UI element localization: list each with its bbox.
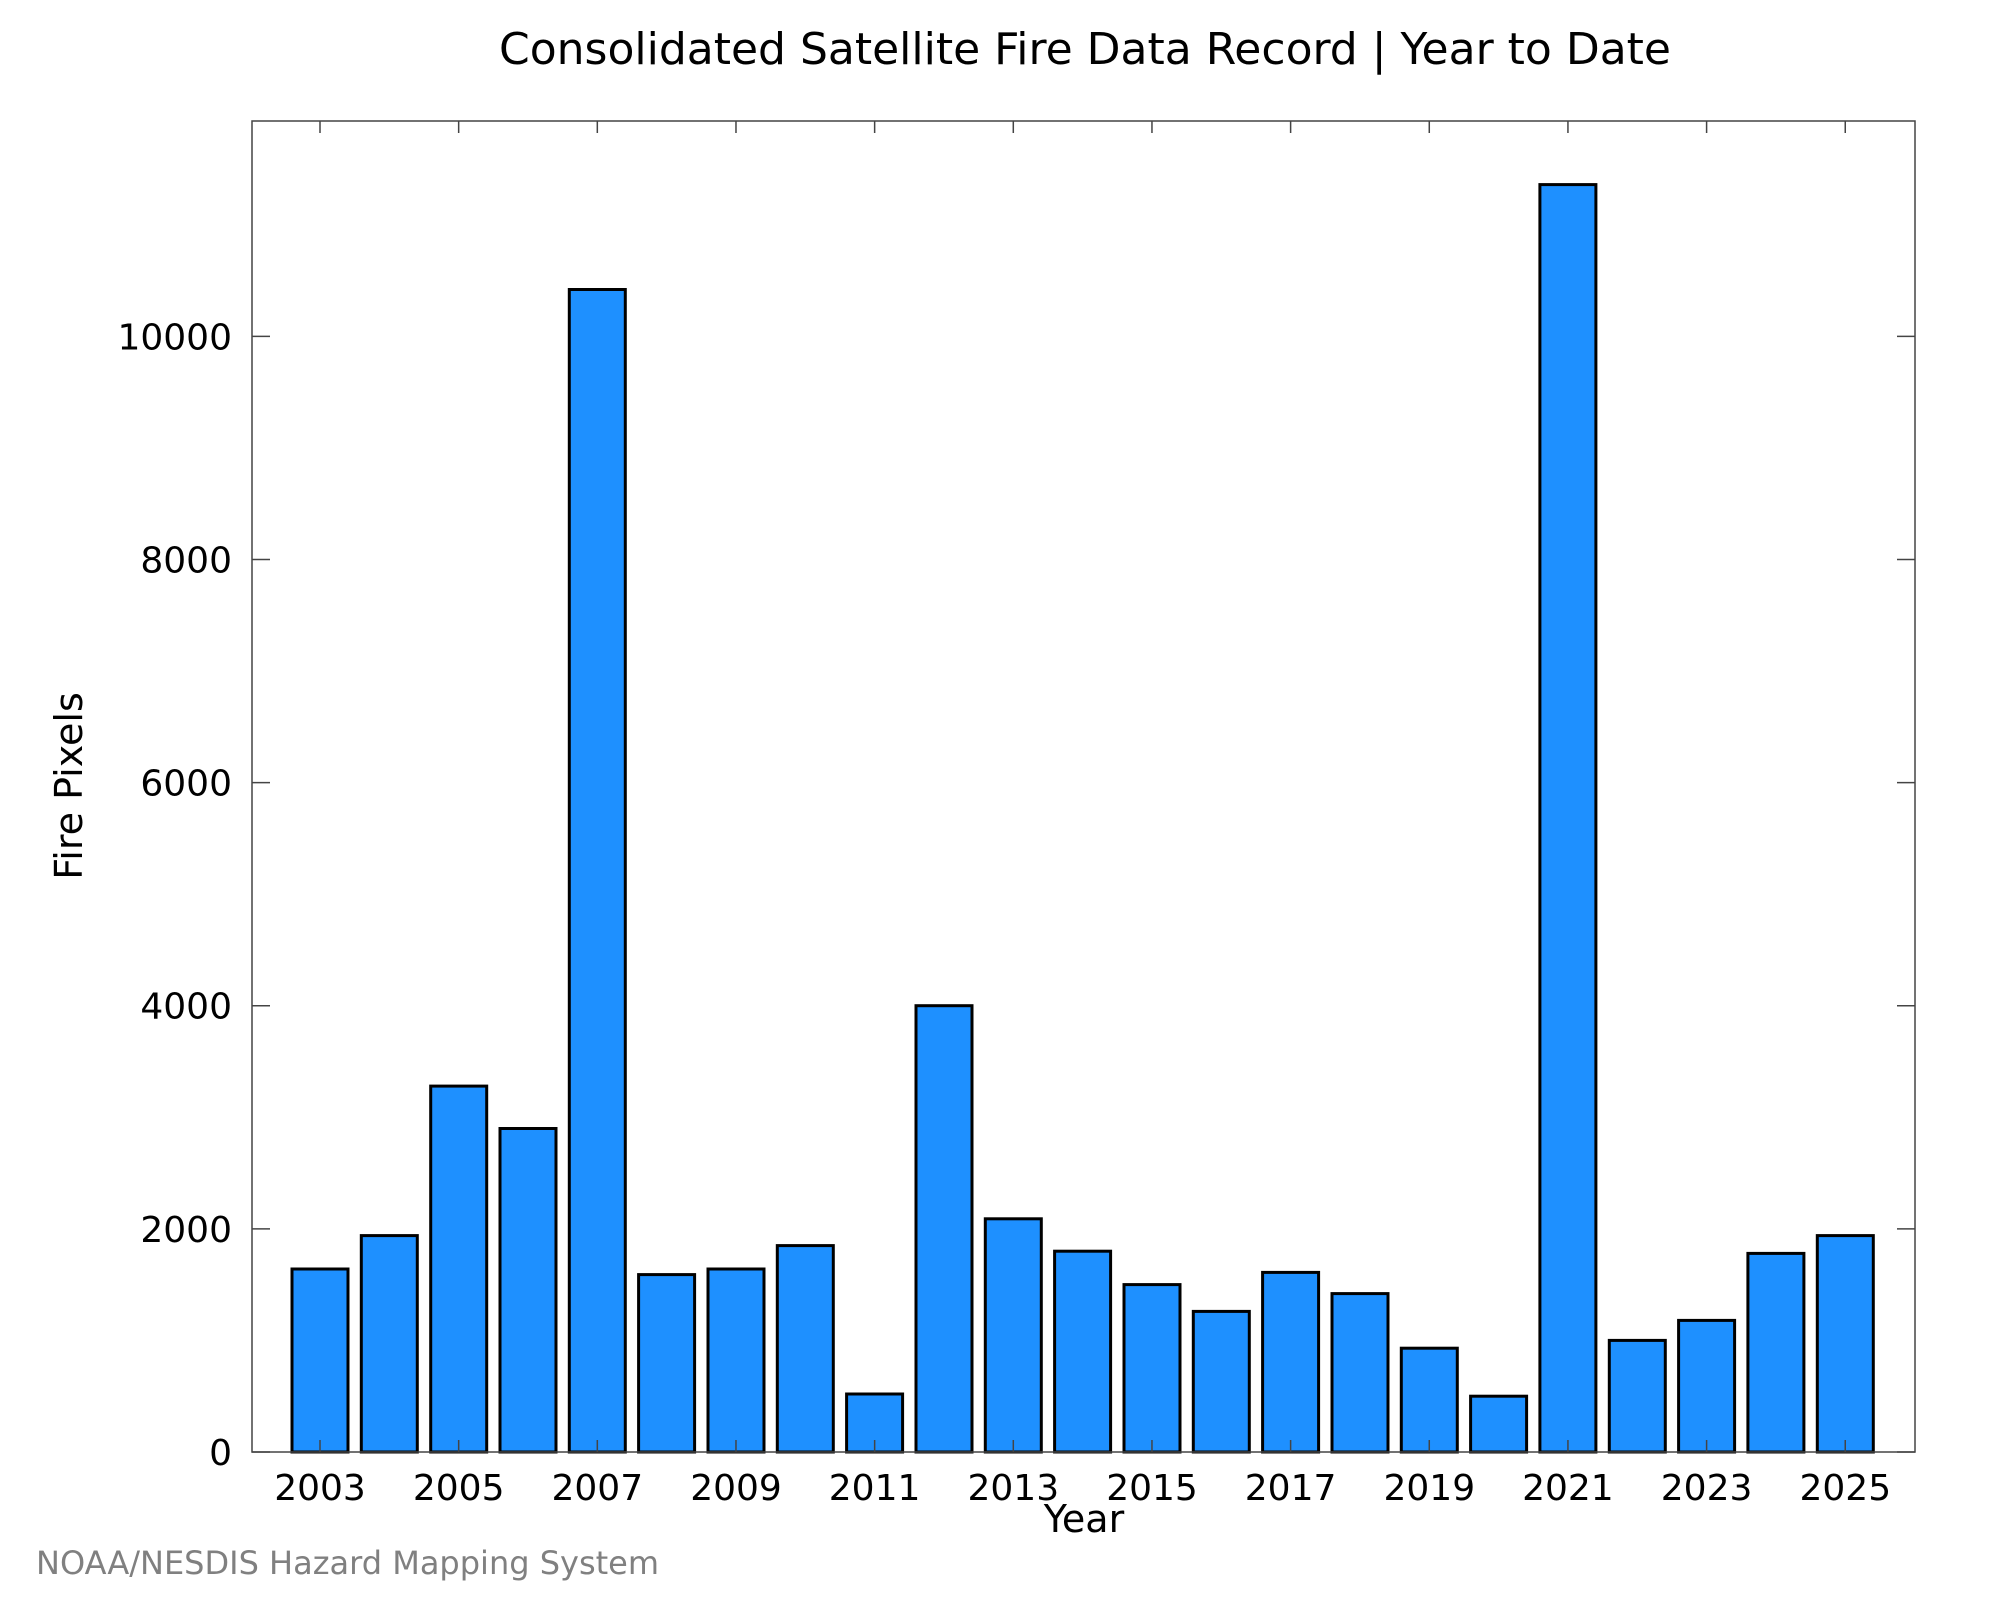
bar-2020 (1469, 1394, 1529, 1454)
chart-title: Consolidated Satellite Fire Data Record … (499, 24, 1671, 75)
bar-2012 (914, 1004, 974, 1454)
bar-2004 (359, 1234, 419, 1454)
x-tick-label-2017: 2017 (1245, 1468, 1337, 1509)
bar-2007 (567, 288, 627, 1454)
bar-2010 (775, 1244, 835, 1454)
bars-group (290, 183, 1875, 1454)
bar-2014 (1053, 1249, 1113, 1454)
bar-2019 (1399, 1346, 1459, 1454)
bar-2024 (1746, 1251, 1806, 1454)
x-tick-label-2009: 2009 (690, 1468, 782, 1509)
bar-2017 (1261, 1270, 1321, 1454)
y-tick-label-8000: 8000 (140, 541, 232, 582)
bar-2005 (429, 1084, 489, 1454)
x-tick-label-2025: 2025 (1799, 1468, 1891, 1509)
plot-frame (251, 120, 1916, 1453)
bar-2013 (983, 1217, 1043, 1454)
y-tick-labels: 0 2000 4000 6000 8000 10000 (117, 317, 232, 1474)
bar-2015 (1122, 1283, 1182, 1454)
bar-2008 (637, 1273, 697, 1454)
credit-text: NOAA/NESDIS Hazard Mapping System (36, 1544, 659, 1582)
x-tick-label-2021: 2021 (1522, 1468, 1614, 1509)
y-tick-label-0: 0 (209, 1433, 232, 1474)
bar-2018 (1330, 1292, 1390, 1454)
bar-2006 (498, 1127, 558, 1454)
bar-2003 (290, 1267, 350, 1454)
x-tick-label-2007: 2007 (551, 1468, 643, 1509)
x-tick-label-2019: 2019 (1383, 1468, 1475, 1509)
x-tick-labels: 2003 2005 2007 2009 2011 2013 2015 2017 2019 2021… (274, 1468, 1891, 1509)
x-tick-label-2005: 2005 (413, 1468, 505, 1509)
y-tick-label-4000: 4000 (140, 987, 232, 1028)
x-tick-label-2015: 2015 (1106, 1468, 1198, 1509)
y-tick-label-6000: 6000 (140, 764, 232, 805)
bar-2023 (1677, 1318, 1737, 1454)
bar-2009 (706, 1267, 766, 1454)
y-tick-label-2000: 2000 (140, 1210, 232, 1251)
x-tick-label-2003: 2003 (274, 1468, 366, 1509)
x-axis-label: Year (1043, 1497, 1125, 1541)
bar-2016 (1191, 1309, 1251, 1454)
bar-2022 (1607, 1338, 1667, 1454)
y-tick-label-10000: 10000 (117, 317, 232, 358)
bar-2021 (1538, 183, 1598, 1454)
x-tick-label-2023: 2023 (1661, 1468, 1753, 1509)
bar-2025 (1815, 1234, 1875, 1454)
x-tick-label-2013: 2013 (967, 1468, 1059, 1509)
y-axis-label: Fire Pixels (47, 692, 91, 880)
x-tick-label-2011: 2011 (829, 1468, 921, 1509)
